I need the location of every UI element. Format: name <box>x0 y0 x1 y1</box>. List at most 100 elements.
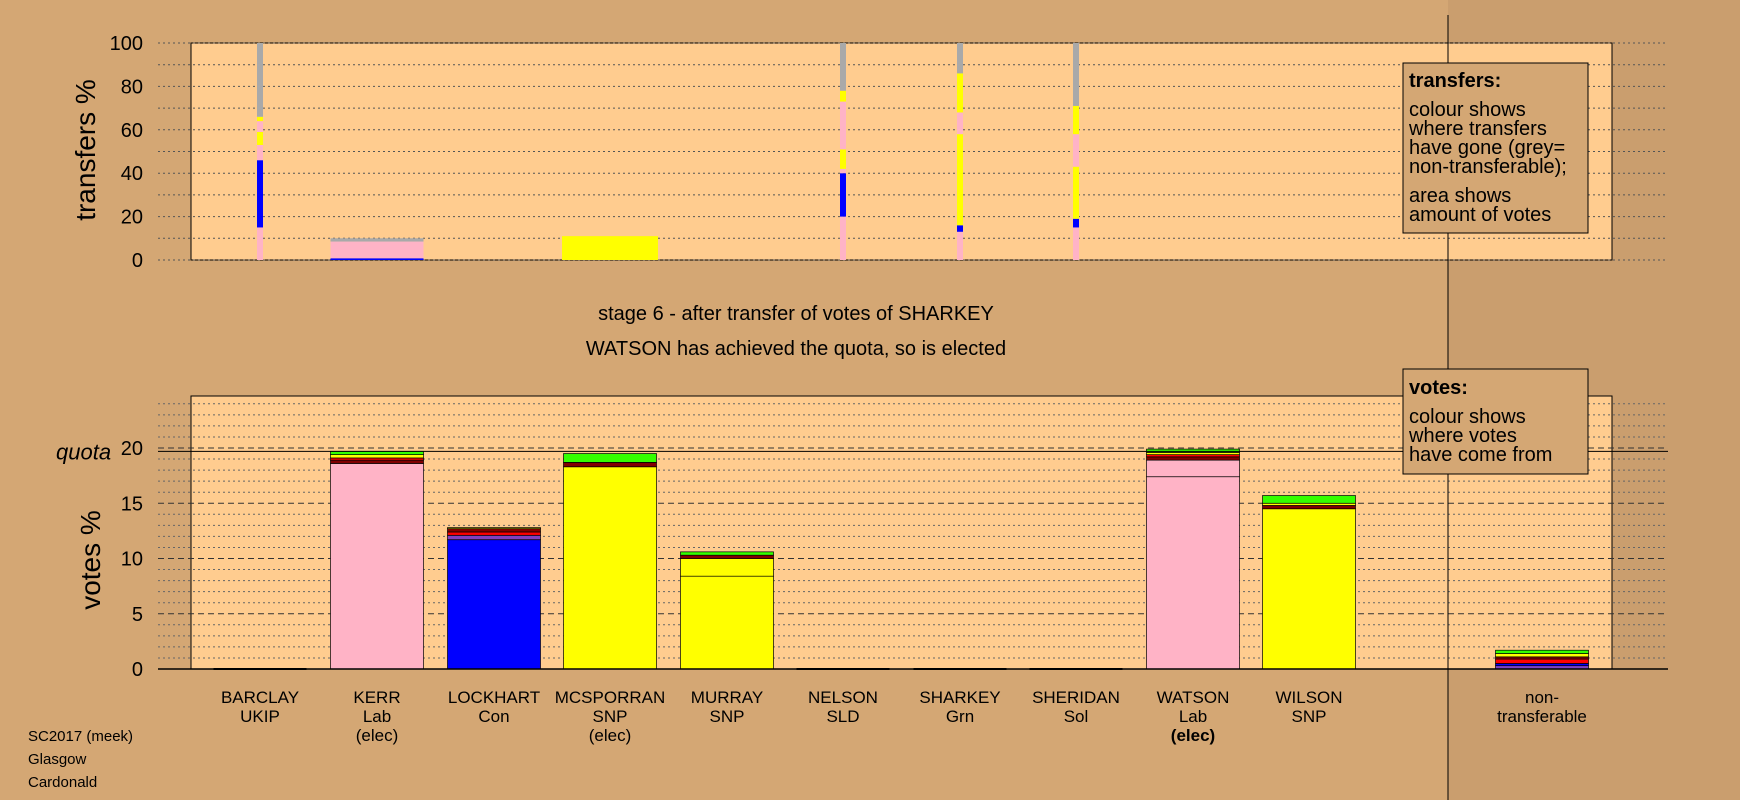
y-tick-label: 0 <box>132 250 143 272</box>
vote-segment <box>330 459 424 464</box>
transfer-segment <box>957 225 963 232</box>
y-tick-label: 20 <box>121 438 143 460</box>
vote-segment <box>563 466 657 670</box>
candidate-label: KERR <box>353 688 400 707</box>
votes-legend: votes: colour shows where votes have com… <box>1402 368 1589 475</box>
transfer-segment <box>1073 218 1079 228</box>
transfers-legend: transfers: colour shows where transfers … <box>1402 62 1589 234</box>
vote-segment <box>680 575 774 670</box>
transfer-segment <box>1073 227 1079 260</box>
transfer-segment <box>257 121 263 132</box>
transfer-segment <box>562 236 658 260</box>
transfer-segment <box>1073 166 1079 219</box>
vote-segment <box>1495 649 1589 654</box>
votes-y-ticks: 0 5 10 15 20 <box>121 438 143 681</box>
candidate-label: (elec) <box>1171 726 1215 745</box>
candidate-label: Sol <box>1064 707 1089 726</box>
candidate-label: MCSPORRAN <box>555 688 666 707</box>
vote-segment <box>1495 658 1589 664</box>
vote-segment <box>330 463 424 670</box>
transfer-segment <box>330 241 424 259</box>
candidate-label: UKIP <box>240 707 280 726</box>
vote-segment <box>1146 456 1240 461</box>
transfer-segment <box>957 134 963 226</box>
transfers-legend-line: where transfers <box>1408 118 1547 140</box>
transfer-segment <box>257 144 263 161</box>
transfers-legend-line: have gone (grey= <box>1409 137 1565 159</box>
transfer-segment <box>1073 105 1079 135</box>
candidate-label: Lab <box>363 707 391 726</box>
transfer-segment <box>840 90 846 102</box>
y-tick-label: 10 <box>121 549 143 571</box>
transfer-segment <box>840 149 846 169</box>
transfers-legend-line: area shows <box>1409 185 1511 207</box>
vote-segment <box>1495 653 1589 658</box>
transfer-segment <box>840 173 846 217</box>
vote-segment <box>1146 448 1240 453</box>
stage-title: stage 6 - after transfer of votes of SHA… <box>598 303 994 325</box>
y-tick-label: 100 <box>110 33 143 55</box>
candidate-label: Con <box>478 707 509 726</box>
vote-segment <box>563 453 657 463</box>
transfer-segment <box>840 43 846 91</box>
transfers-legend-line: amount of votes <box>1409 204 1551 226</box>
y-tick-label: 20 <box>121 207 143 229</box>
votes-plot-area <box>190 395 1613 670</box>
vote-segment <box>1262 505 1356 510</box>
votes-axis-title: votes % <box>75 510 106 610</box>
transfer-bars <box>257 43 1079 260</box>
vote-segment <box>447 534 541 541</box>
vote-segment <box>447 539 541 670</box>
vote-segment <box>330 454 424 459</box>
vote-bars <box>213 448 1589 670</box>
vote-segment <box>447 527 541 530</box>
votes-legend-line: have come from <box>1409 444 1552 466</box>
transfer-segment <box>257 131 263 145</box>
y-tick-label: 40 <box>121 163 143 185</box>
candidate-label: NELSON <box>808 688 878 707</box>
transfer-segment <box>1073 43 1079 106</box>
transfers-legend-heading: transfers: <box>1409 70 1501 92</box>
nontransferable-label: non- <box>1525 688 1559 707</box>
vote-segment <box>680 558 774 577</box>
votes-legend-heading: votes: <box>1409 377 1468 399</box>
candidate-label: LOCKHART <box>448 688 540 707</box>
vote-segment <box>1146 459 1240 478</box>
candidate-label: Lab <box>1179 707 1207 726</box>
footer-line: Cardonald <box>28 774 97 791</box>
candidate-label: Grn <box>946 707 974 726</box>
y-tick-label: 15 <box>121 493 143 515</box>
status-line: WATSON has achieved the quota, so is ele… <box>586 338 1006 360</box>
quota-label: quota <box>56 439 111 464</box>
vote-segment <box>680 554 774 559</box>
y-tick-label: 80 <box>121 76 143 98</box>
candidate-label: SLD <box>826 707 859 726</box>
vote-segment <box>680 551 774 556</box>
vote-segment <box>1146 476 1240 670</box>
transfers-y-ticks: 0 20 40 60 80 100 <box>110 33 143 272</box>
transfer-segment <box>840 216 846 260</box>
transfers-axis-title: transfers % <box>70 79 101 221</box>
vote-segment <box>447 531 541 536</box>
transfer-segment <box>257 43 263 117</box>
candidate-label: BARCLAY <box>221 688 299 707</box>
candidate-label: MURRAY <box>691 688 763 707</box>
votes-legend-line: where votes <box>1408 425 1517 447</box>
transfer-segment <box>257 227 263 260</box>
nontransferable-label: transferable <box>1497 707 1587 726</box>
y-tick-label: 60 <box>121 120 143 142</box>
vote-segment <box>1262 495 1356 504</box>
transfer-segment <box>257 160 263 228</box>
footer-line: Glasgow <box>28 751 87 768</box>
candidate-labels: BARCLAYUKIPKERRLab(elec)LOCKHARTConMCSPO… <box>221 688 1587 745</box>
transfer-segment <box>957 73 963 113</box>
transfer-segment <box>957 112 963 135</box>
transfer-segment <box>957 43 963 74</box>
candidate-label: WILSON <box>1275 688 1342 707</box>
candidate-label: (elec) <box>356 726 399 745</box>
transfers-plot-area <box>190 42 1613 261</box>
transfer-segment <box>840 101 846 150</box>
vote-segment <box>447 528 541 533</box>
vote-segment <box>1262 508 1356 670</box>
